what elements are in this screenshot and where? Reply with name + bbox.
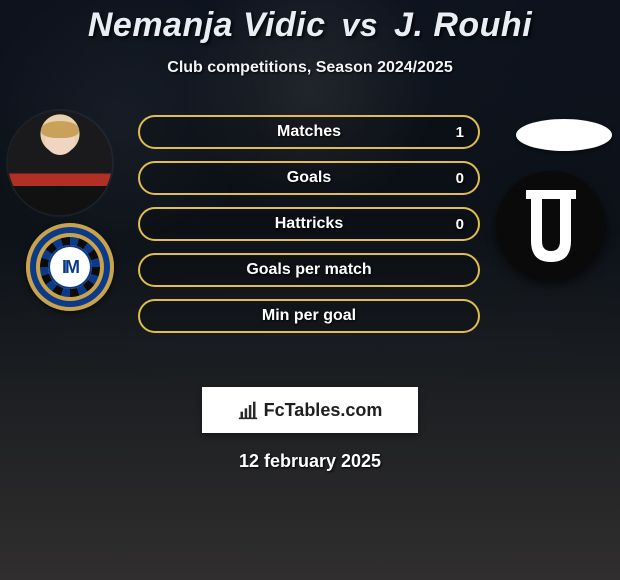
stat-label: Goals per match xyxy=(246,261,371,279)
watermark-text: FcTables.com xyxy=(264,400,383,421)
stats-list: Matches 1 Goals 0 Hattricks 0 Goals per match M… xyxy=(138,115,480,333)
stat-row: Matches 1 xyxy=(138,115,480,149)
stat-row: Goals 0 xyxy=(138,161,480,195)
stat-row: Min per goal xyxy=(138,299,480,333)
title-vs: vs xyxy=(341,7,378,43)
juventus-logo-icon xyxy=(516,186,586,266)
stat-value-right: 0 xyxy=(456,216,464,233)
stat-label: Hattricks xyxy=(275,215,343,233)
player-right-club-badge xyxy=(496,171,606,281)
chart-bar-icon xyxy=(238,400,258,420)
player-right-mini-badge xyxy=(516,119,612,151)
player-left-club-badge: IM xyxy=(26,223,114,311)
inter-monogram: IM xyxy=(62,257,78,278)
comparison-title: Nemanja Vidic vs J. Rouhi xyxy=(0,6,620,45)
watermark: FcTables.com xyxy=(202,387,418,433)
stat-value-right: 0 xyxy=(456,170,464,187)
stat-row: Goals per match xyxy=(138,253,480,287)
stat-label: Min per goal xyxy=(262,307,356,325)
comparison-body: IM Matches 1 Goals 0 Hattricks 0 Goals per mat… xyxy=(0,115,620,375)
stat-label: Goals xyxy=(287,169,331,187)
title-player-2: J. Rouhi xyxy=(394,6,532,44)
infographic: Nemanja Vidic vs J. Rouhi Club competiti… xyxy=(0,0,620,580)
generation-date: 12 february 2025 xyxy=(0,451,620,472)
player-left-photo xyxy=(8,111,112,215)
stat-label: Matches xyxy=(277,123,341,141)
stat-value-right: 1 xyxy=(456,124,464,141)
stat-row: Hattricks 0 xyxy=(138,207,480,241)
title-player-1: Nemanja Vidic xyxy=(88,6,326,44)
subtitle: Club competitions, Season 2024/2025 xyxy=(0,59,620,77)
